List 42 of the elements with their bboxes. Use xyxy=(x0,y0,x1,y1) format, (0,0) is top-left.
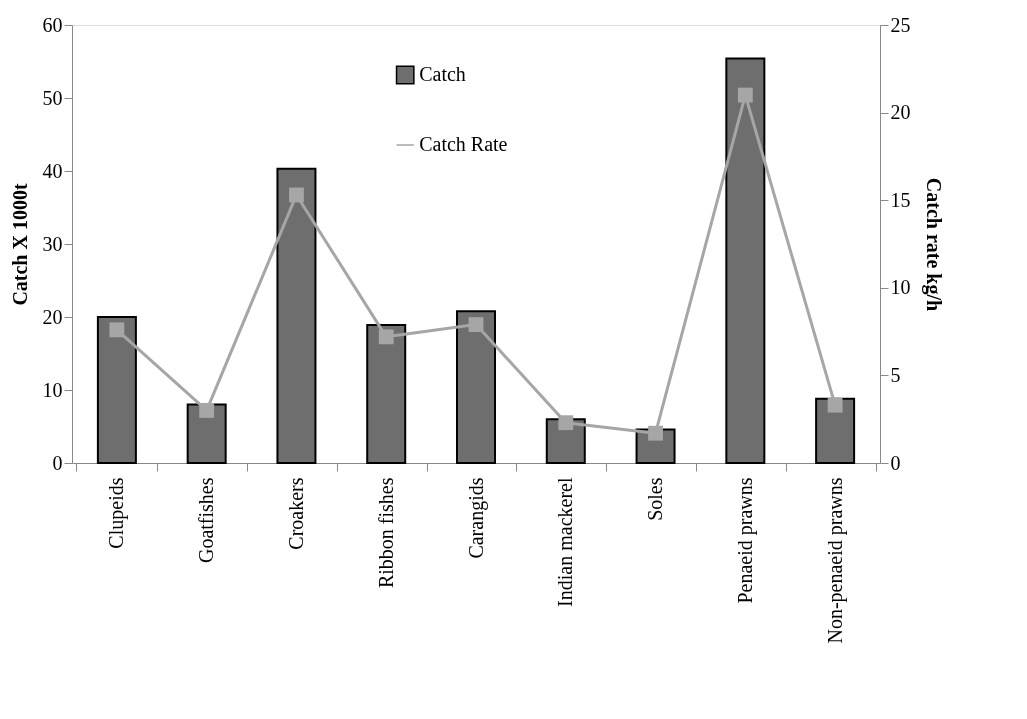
point xyxy=(468,317,484,333)
y2-axis-title: Catch rate kg/h xyxy=(921,177,945,312)
point xyxy=(558,415,574,431)
x-tick-label: Goatfishes xyxy=(195,477,218,564)
x-tick-label: Clupeids xyxy=(105,477,129,549)
y2-tick-label: 10 xyxy=(890,276,911,299)
point xyxy=(378,329,394,345)
y2-tick-label: 0 xyxy=(890,451,901,474)
bar xyxy=(815,397,856,464)
point xyxy=(199,403,215,418)
x-tick-label: Carangids xyxy=(464,477,488,559)
bar xyxy=(96,316,137,464)
point xyxy=(737,87,753,103)
point xyxy=(648,425,663,441)
x-tick-label: Penaeid prawns xyxy=(733,477,757,604)
y2-tick-label: 15 xyxy=(890,188,911,211)
y-tick-label: 30 xyxy=(42,232,63,255)
y-tick-label: 50 xyxy=(42,86,63,109)
legend-label: Catch xyxy=(419,63,466,85)
y2-tick-label: 20 xyxy=(890,101,911,124)
y-axis-title: Catch X 1000t xyxy=(8,183,31,306)
x-tick-label: Croakers xyxy=(284,477,307,550)
y-tick-label: 0 xyxy=(52,451,63,474)
x-tick-label: Indian mackerel xyxy=(554,477,577,607)
x-tick-label: Soles xyxy=(644,477,667,521)
bar xyxy=(725,57,766,464)
y-tick-label: 60 xyxy=(42,13,63,36)
legend-label: Catch Rate xyxy=(419,133,508,155)
point xyxy=(827,397,843,413)
bar xyxy=(456,310,496,464)
bar xyxy=(276,167,317,464)
y2-tick-label: 25 xyxy=(890,13,911,36)
x-tick-label: Non-penaeid prawns xyxy=(823,477,847,644)
bar xyxy=(366,324,407,464)
y-tick-label: 10 xyxy=(42,378,63,401)
point xyxy=(289,187,304,203)
y-tick-label: 40 xyxy=(42,159,63,182)
bar xyxy=(186,403,227,464)
y2-tick-label: 5 xyxy=(890,363,901,386)
point xyxy=(109,322,125,338)
x-tick-label: Ribbon fishes xyxy=(374,477,397,589)
y-tick-label: 20 xyxy=(42,305,63,328)
